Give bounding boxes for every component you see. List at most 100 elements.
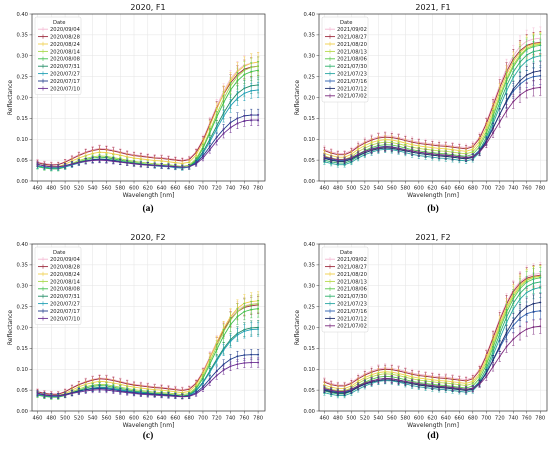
legend-entry: 2020/07/27 bbox=[50, 302, 80, 308]
x-tick-label: 700 bbox=[198, 416, 208, 422]
data-point bbox=[250, 70, 253, 73]
data-point bbox=[343, 158, 346, 161]
data-point bbox=[257, 328, 260, 331]
data-point bbox=[525, 59, 528, 62]
data-point bbox=[215, 360, 218, 362]
data-point bbox=[417, 151, 420, 154]
data-point bbox=[146, 164, 149, 167]
y-tick-label: 0.30 bbox=[16, 284, 28, 290]
data-point bbox=[222, 334, 225, 337]
data-point bbox=[257, 69, 260, 72]
legend-title: Date bbox=[53, 20, 65, 26]
x-tick-label: 780 bbox=[535, 416, 545, 422]
data-point bbox=[330, 157, 333, 160]
legend-entry: 2021/08/20 bbox=[337, 42, 367, 48]
x-tick-label: 660 bbox=[170, 186, 180, 192]
chart-panel-3: 460 480 500 520 540 560 580 600 620 640 660 680 700 7… bbox=[294, 233, 548, 441]
data-point bbox=[471, 155, 474, 158]
data-point bbox=[519, 94, 521, 96]
y-tick-label: 0.00 bbox=[303, 409, 315, 415]
x-tick-label: 460 bbox=[33, 416, 43, 422]
data-point bbox=[357, 153, 360, 156]
data-point bbox=[188, 165, 191, 168]
plot-frame bbox=[31, 243, 266, 412]
data-point bbox=[512, 88, 515, 91]
x-tick-label: 720 bbox=[212, 416, 222, 422]
data-point bbox=[229, 340, 232, 343]
legend-entry: 2020/08/14 bbox=[50, 279, 81, 285]
data-point bbox=[243, 73, 246, 76]
y-tick-label: 0.05 bbox=[303, 158, 315, 164]
x-axis-label: Wavelength [nm] bbox=[123, 422, 175, 429]
y-tick-label: 0.35 bbox=[303, 263, 315, 269]
data-point bbox=[485, 142, 488, 145]
y-tick-label: 0.20 bbox=[303, 325, 315, 331]
legend-entry: 2020/08/24 bbox=[50, 272, 81, 278]
x-tick-label: 620 bbox=[427, 186, 437, 192]
series-2020/07/10 bbox=[36, 114, 260, 170]
data-point bbox=[250, 361, 253, 364]
panel-caption: (c) bbox=[143, 430, 154, 441]
data-point bbox=[98, 159, 101, 162]
x-tick-label: 520 bbox=[360, 416, 370, 422]
x-tick-label: 620 bbox=[143, 186, 153, 192]
x-tick-label: 540 bbox=[373, 416, 383, 422]
x-tick-label: 580 bbox=[400, 416, 410, 422]
data-point bbox=[91, 159, 94, 162]
y-tick-label: 0.20 bbox=[16, 95, 28, 101]
legend-entry: 2020/07/31 bbox=[50, 64, 80, 70]
x-tick-label: 780 bbox=[253, 186, 263, 192]
y-tick-label: 0.10 bbox=[16, 137, 28, 143]
data-point bbox=[377, 146, 380, 149]
data-point bbox=[236, 79, 239, 82]
data-point bbox=[215, 127, 218, 130]
x-tick-label: 740 bbox=[508, 186, 518, 192]
series-2020/07/10 bbox=[36, 357, 260, 400]
data-point bbox=[77, 161, 80, 164]
data-point bbox=[236, 334, 239, 336]
legend-entry: 2020/09/04 bbox=[50, 257, 81, 263]
legend: Date2020/09/042020/08/282020/08/242020/0… bbox=[34, 16, 82, 95]
data-point bbox=[119, 390, 122, 393]
data-point bbox=[451, 155, 454, 157]
y-tick-label: 0.35 bbox=[16, 33, 28, 39]
y-tick-label: 0.30 bbox=[303, 54, 315, 60]
legend-entry: 2020/08/08 bbox=[50, 287, 80, 293]
data-point bbox=[384, 145, 387, 148]
y-tick-label: 0.10 bbox=[16, 367, 28, 373]
chart-panel-2: 460 480 500 520 540 560 580 600 620 640 660 680 700 7… bbox=[7, 233, 266, 441]
data-point bbox=[50, 165, 53, 168]
x-tick-label: 480 bbox=[333, 416, 343, 422]
chart-panel-1: 460 480 500 520 540 560 580 600 620 640 660 680 700 7… bbox=[294, 3, 548, 214]
data-point bbox=[57, 165, 60, 168]
x-tick-label: 720 bbox=[212, 186, 222, 192]
plot-frame bbox=[318, 243, 548, 412]
data-point bbox=[77, 391, 80, 394]
legend-entry: 2020/08/24 bbox=[50, 42, 81, 48]
data-point bbox=[71, 163, 73, 166]
data-point bbox=[195, 392, 197, 395]
legend: Date2021/09/022021/08/272021/08/202021/0… bbox=[321, 16, 369, 103]
data-point bbox=[498, 105, 501, 108]
y-axis-label: Reflectance bbox=[294, 80, 301, 115]
y-tick-label: 0.20 bbox=[16, 325, 28, 331]
data-point bbox=[465, 156, 467, 159]
data-point bbox=[438, 153, 440, 156]
data-point bbox=[458, 155, 461, 158]
y-tick-label: 0.40 bbox=[16, 12, 28, 18]
data-point bbox=[370, 148, 373, 151]
data-point bbox=[525, 74, 528, 76]
x-tick-label: 660 bbox=[454, 416, 464, 422]
data-point bbox=[146, 158, 149, 161]
x-tick-label: 580 bbox=[115, 416, 125, 422]
data-point bbox=[181, 395, 184, 398]
data-point bbox=[250, 328, 253, 331]
y-axis-label: Reflectance bbox=[7, 80, 14, 115]
x-axis-label: Wavelength [nm] bbox=[123, 192, 175, 199]
data-point bbox=[43, 165, 46, 167]
data-point bbox=[112, 160, 115, 163]
data-point bbox=[64, 165, 66, 167]
legend-title: Date bbox=[340, 20, 352, 26]
x-tick-label: 480 bbox=[46, 416, 56, 422]
legend-entry: 2021/07/16 bbox=[337, 79, 367, 85]
